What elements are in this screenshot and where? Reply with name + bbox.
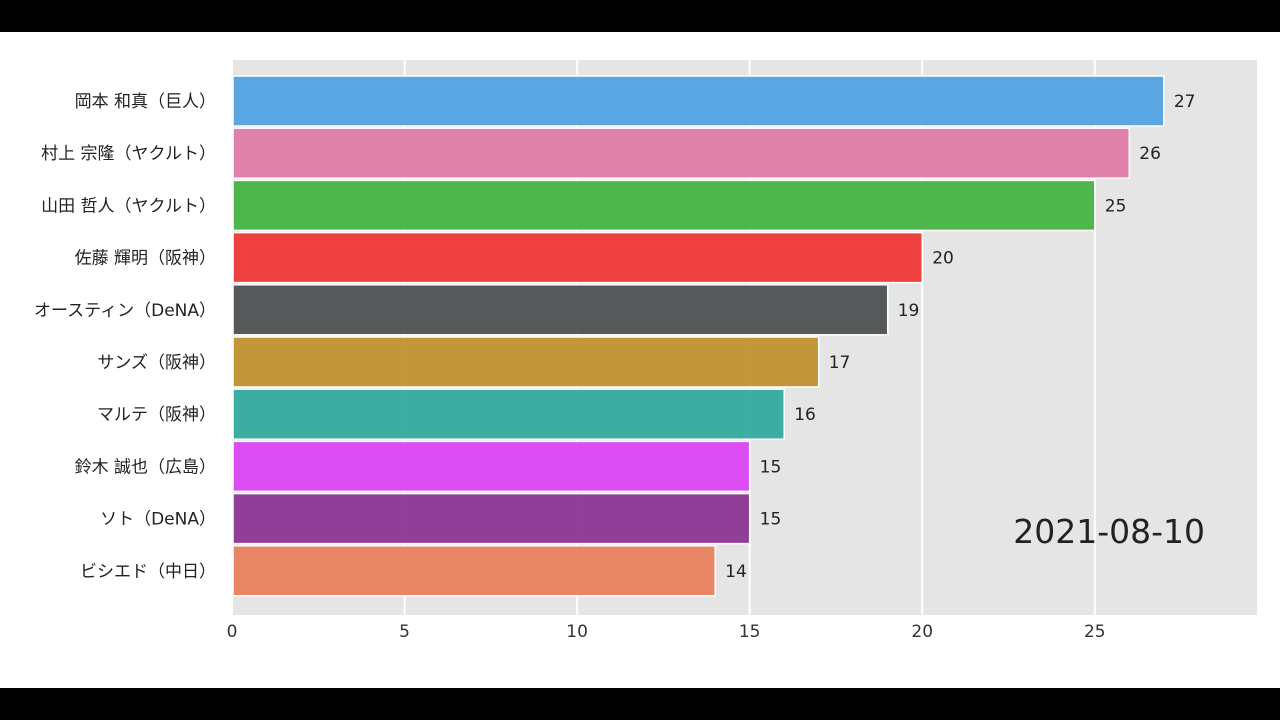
value-label: 19 (898, 301, 920, 321)
value-label: 25 (1105, 196, 1127, 216)
bar (232, 75, 1165, 127)
bar-chart: 岡本 和真（巨人） 村上 宗隆（ヤクルト） 山田 哲人（ヤクルト） 佐藤 輝明（阪神）… (34, 60, 1257, 642)
category-label: 岡本 和真（巨人） (75, 92, 216, 112)
letterbox-bottom (0, 688, 1280, 720)
value-label: 15 (760, 510, 782, 530)
category-label: 山田 哲人（ヤクルト） (41, 196, 216, 216)
category-label: ソト（DeNA） (100, 510, 216, 530)
bar (232, 440, 751, 493)
bar (232, 284, 889, 336)
value-label: 14 (725, 562, 747, 582)
category-label: マルテ（阪神） (97, 405, 216, 425)
value-label: 16 (794, 405, 816, 425)
x-tick-label: 0 (227, 622, 238, 642)
value-label: 15 (760, 457, 782, 477)
date-label: 2021-08-10 (1013, 512, 1205, 551)
x-tick-label: 15 (739, 622, 761, 642)
category-label: オースティン（DeNA） (34, 301, 216, 321)
value-label: 26 (1139, 144, 1161, 164)
category-labels: 岡本 和真（巨人） 村上 宗隆（ヤクルト） 山田 哲人（ヤクルト） 佐藤 輝明（阪神）… (34, 92, 216, 582)
value-label: 20 (932, 249, 954, 269)
value-label: 27 (1174, 92, 1196, 112)
value-label: 17 (829, 353, 851, 373)
bar (232, 388, 785, 440)
bar (232, 336, 820, 388)
bars (232, 75, 1165, 597)
bar (232, 545, 716, 597)
x-axis-ticks: 0 5 10 15 20 25 (227, 622, 1106, 642)
category-label: サンズ（阪神） (97, 353, 216, 373)
x-tick-label: 5 (399, 622, 410, 642)
category-label: 村上 宗隆（ヤクルト） (41, 144, 216, 164)
category-label: 鈴木 誠也（広島） (75, 457, 216, 477)
bar (232, 231, 923, 284)
value-labels: 27 26 25 20 19 17 16 15 15 14 (725, 92, 1195, 582)
letterbox-top (0, 0, 1280, 32)
category-label: ビシエド（中日） (80, 562, 216, 582)
category-label: 佐藤 輝明（阪神） (75, 249, 216, 269)
bar (232, 492, 751, 545)
x-tick-label: 25 (1084, 622, 1106, 642)
bar (232, 127, 1131, 179)
bar (232, 179, 1096, 232)
x-tick-label: 10 (566, 622, 588, 642)
x-tick-label: 20 (911, 622, 933, 642)
